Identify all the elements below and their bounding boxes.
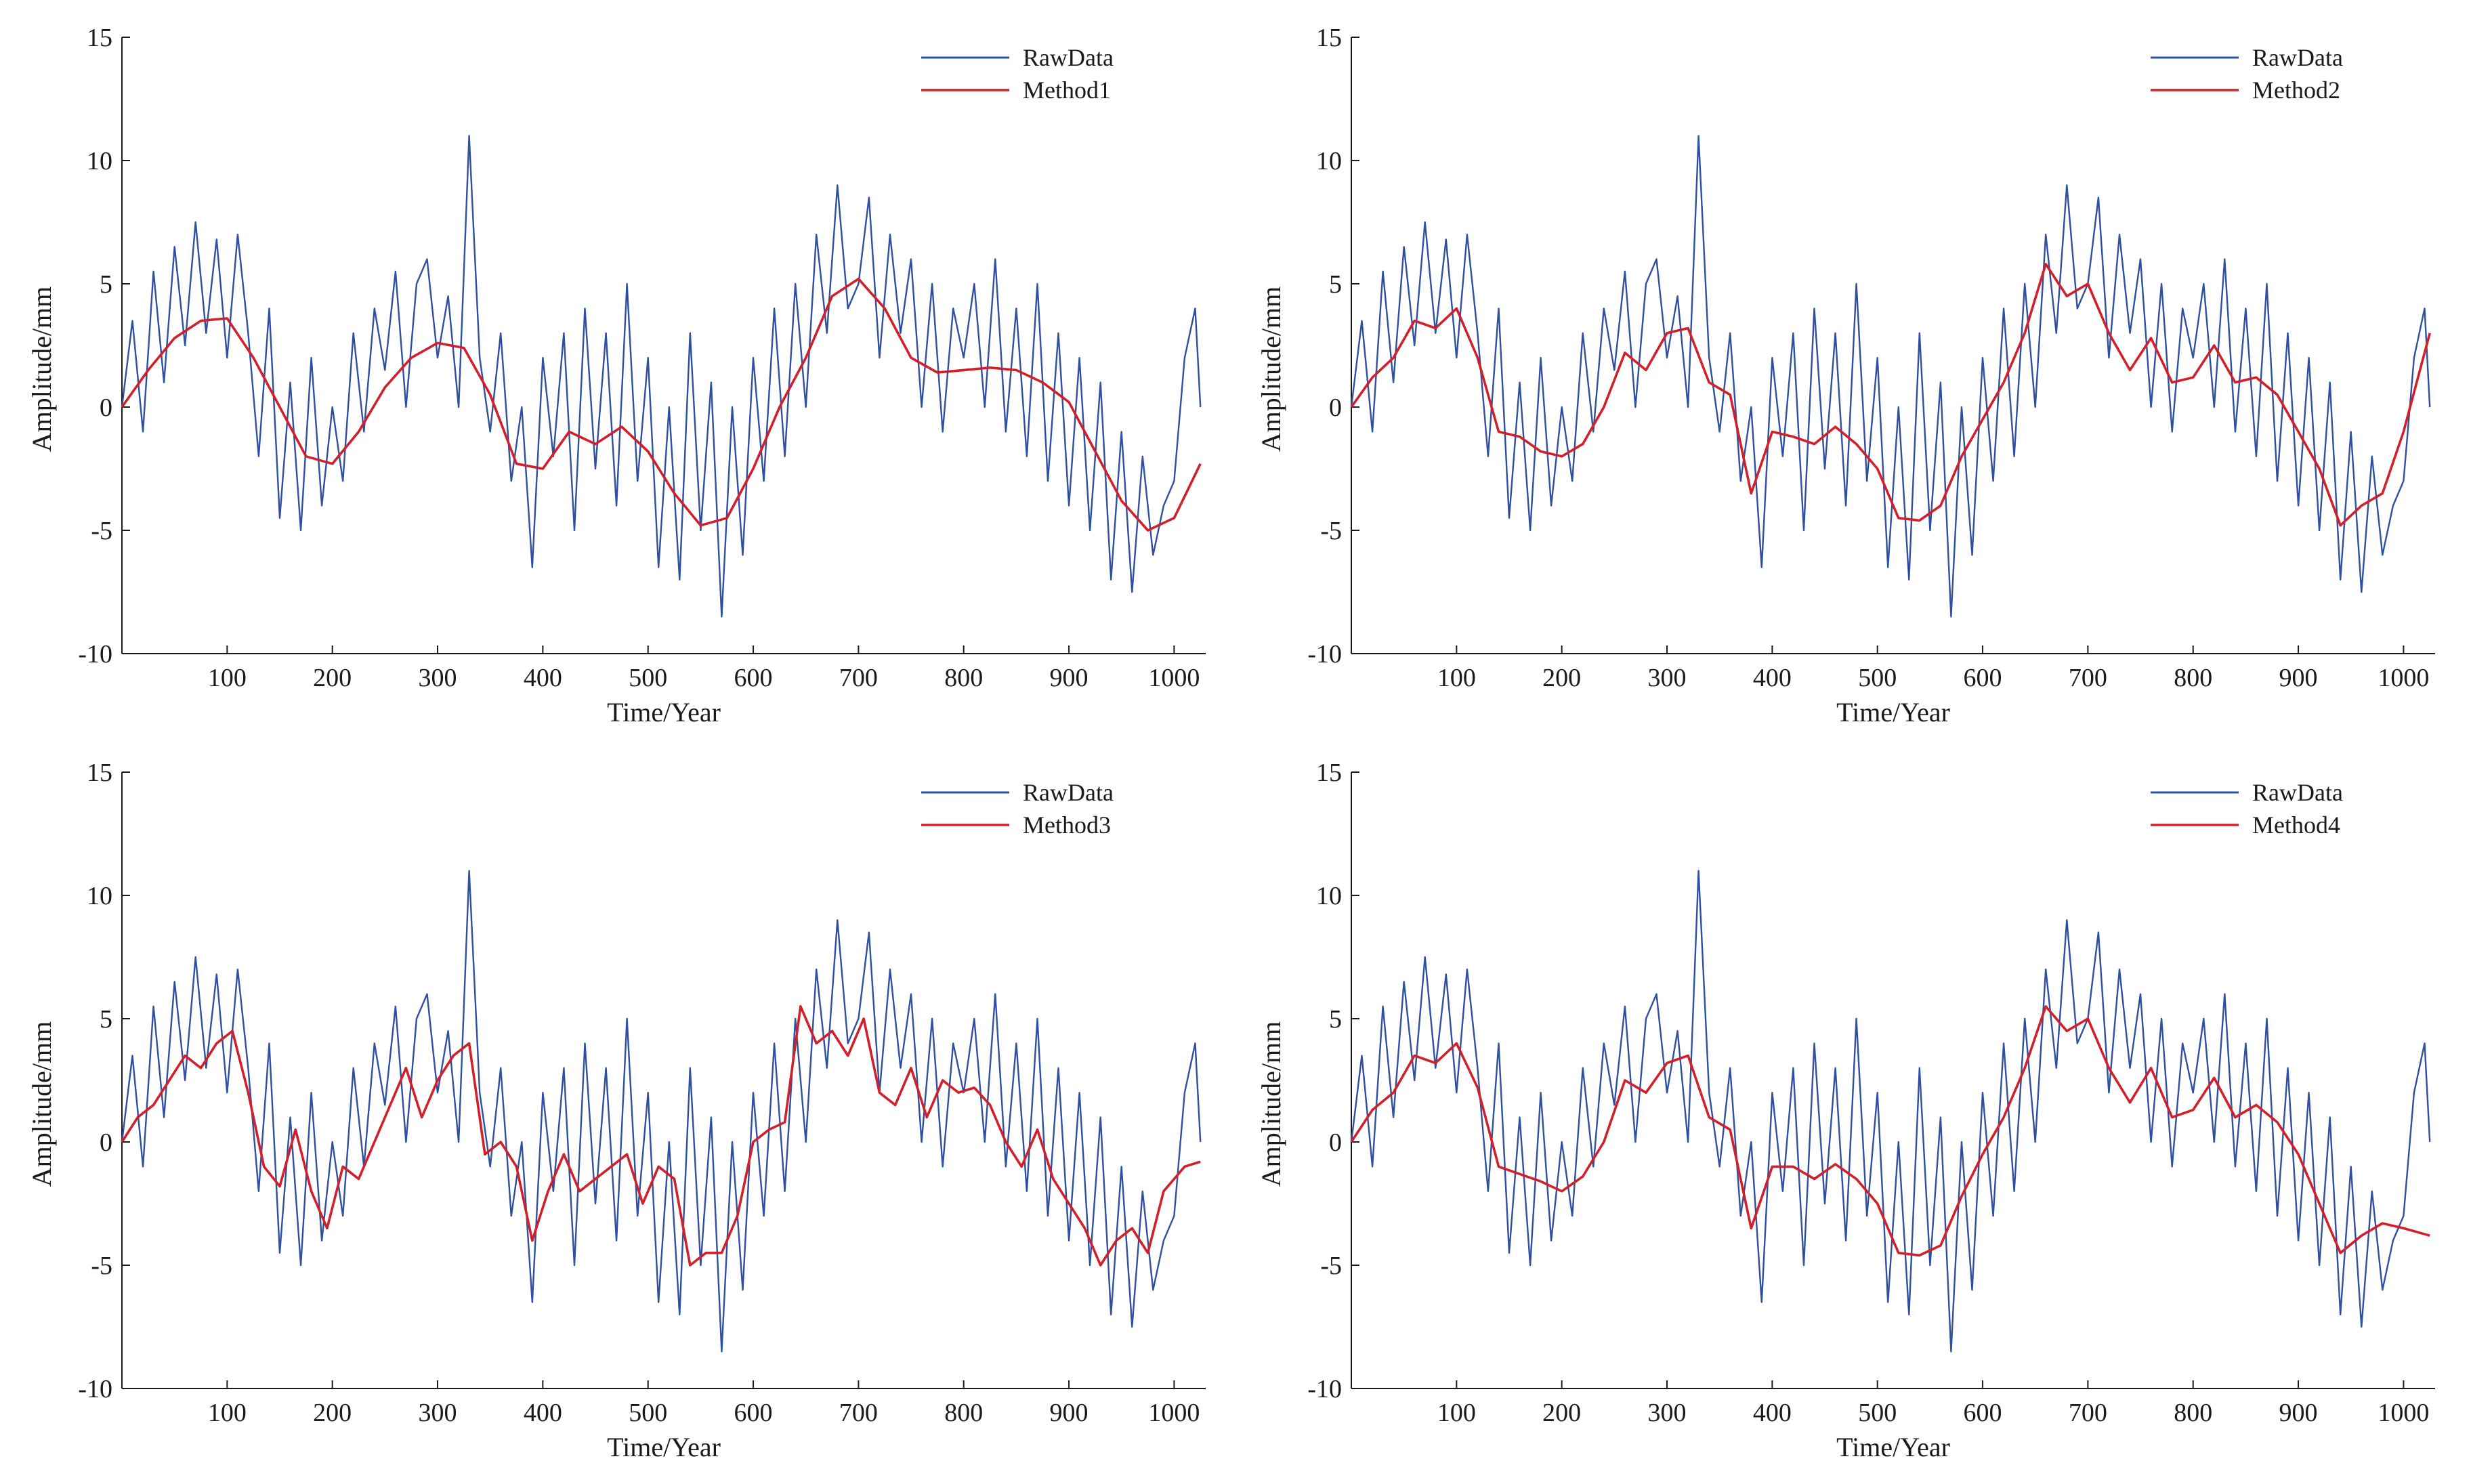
legend-label: Method4: [2252, 811, 2340, 839]
raw-data-line: [1350, 870, 2431, 1353]
x-tick-label: 100: [1437, 664, 1476, 692]
x-tick-label: 700: [2069, 664, 2107, 692]
y-tick-label: 15: [1316, 24, 1342, 52]
x-tick-label: 200: [1542, 664, 1581, 692]
method-line: [1350, 263, 2431, 527]
x-tick-label: 100: [208, 664, 247, 692]
x-tick-label: 200: [313, 664, 352, 692]
x-tick-label: 1000: [1148, 664, 1200, 692]
y-axis-label: Amplitude/mm: [1256, 1021, 1286, 1187]
y-tick-label: -5: [1320, 1252, 1342, 1280]
x-tick-label: 400: [1753, 1399, 1792, 1427]
x-tick-label: 500: [629, 1399, 667, 1427]
method-line: [121, 277, 1202, 532]
legend-label: RawData: [2252, 779, 2343, 806]
y-tick-label: -10: [1307, 1375, 1342, 1403]
y-axis-label: Amplitude/mm: [1256, 287, 1286, 452]
x-tick-label: 500: [629, 664, 667, 692]
raw-data-line: [121, 870, 1202, 1353]
x-tick-label: 1000: [1148, 1399, 1200, 1427]
y-tick-label: 15: [87, 24, 112, 52]
x-tick-label: 700: [839, 1399, 878, 1427]
y-tick-label: 5: [1329, 270, 1342, 299]
x-tick-label: 400: [524, 664, 562, 692]
x-tick-label: 900: [2279, 664, 2318, 692]
x-tick-label: 500: [1858, 664, 1897, 692]
y-tick-label: 0: [100, 394, 112, 422]
x-tick-label: 300: [419, 664, 457, 692]
y-tick-label: 0: [1329, 1128, 1342, 1157]
y-tick-label: -10: [1307, 640, 1342, 669]
x-tick-label: 800: [2174, 1399, 2212, 1427]
x-tick-label: 900: [1050, 664, 1089, 692]
x-tick-label: 600: [1964, 1399, 2002, 1427]
raw-data-line: [1350, 135, 2431, 618]
legend-label: Method2: [2252, 77, 2340, 104]
chart-1: -10 -5 0 5 10 15 100 200 300 400 500 600 700 800 900 10…: [26, 24, 1206, 727]
y-axis-label: Amplitude/mm: [26, 287, 57, 452]
x-tick-label: 800: [944, 1399, 983, 1427]
x-tick-label: 100: [208, 1399, 247, 1427]
x-tick-label: 500: [1858, 1399, 1897, 1427]
y-tick-label: -5: [1320, 517, 1342, 545]
x-tick-label: 600: [734, 664, 773, 692]
x-tick-label: 900: [2279, 1399, 2318, 1427]
method-line: [121, 1005, 1201, 1267]
raw-data-line: [121, 135, 1202, 618]
y-tick-label: -10: [78, 1375, 112, 1403]
x-tick-label: 700: [2069, 1399, 2107, 1427]
x-tick-label: 300: [419, 1399, 457, 1427]
x-tick-label: 1000: [2378, 1399, 2429, 1427]
x-tick-label: 800: [944, 664, 983, 692]
y-tick-label: -5: [91, 517, 112, 545]
legend-label: Method1: [1023, 77, 1111, 104]
x-tick-label: 700: [839, 664, 878, 692]
x-tick-label: 300: [1648, 1399, 1687, 1427]
y-tick-label: 10: [1316, 147, 1342, 175]
y-tick-label: 5: [1329, 1005, 1342, 1034]
x-tick-label: 200: [313, 1399, 352, 1427]
chart-3: -10 -5 0 5 10 15 100 200 300 400 500 600 700 800 900 10…: [26, 759, 1206, 1462]
y-tick-label: 10: [1316, 882, 1342, 910]
y-tick-label: 15: [1316, 759, 1342, 787]
y-tick-label: 0: [100, 1128, 112, 1157]
legend-label: Method3: [1023, 811, 1111, 839]
x-axis-label: Time/Year: [1836, 1432, 1950, 1462]
x-axis-label: Time/Year: [1836, 697, 1950, 727]
x-tick-label: 900: [1050, 1399, 1089, 1427]
x-tick-label: 800: [2174, 664, 2212, 692]
legend-label: RawData: [1023, 779, 1114, 806]
x-tick-label: 200: [1542, 1399, 1581, 1427]
x-tick-label: 400: [1753, 664, 1792, 692]
method-line: [1350, 1005, 2430, 1257]
chart-4: -10 -5 0 5 10 15 100 200 300 400 500 600 700 800 900 10…: [1256, 759, 2435, 1462]
x-axis-label: Time/Year: [607, 697, 721, 727]
y-axis-label: Amplitude/mm: [26, 1021, 57, 1187]
y-tick-label: -10: [78, 640, 112, 669]
y-tick-label: 0: [1329, 394, 1342, 422]
x-axis-label: Time/Year: [607, 1432, 721, 1462]
y-tick-label: 5: [100, 1005, 112, 1034]
y-tick-label: 10: [87, 147, 112, 175]
x-tick-label: 100: [1437, 1399, 1476, 1427]
x-tick-label: 600: [1964, 664, 2002, 692]
x-tick-label: 1000: [2378, 664, 2429, 692]
legend-label: RawData: [2252, 44, 2343, 71]
x-tick-label: 600: [734, 1399, 773, 1427]
legend-label: RawData: [1023, 44, 1114, 71]
chart-2: -10 -5 0 5 10 15 100 200 300 400 500 600 700 800 900 10…: [1256, 24, 2435, 727]
y-tick-label: 10: [87, 882, 112, 910]
y-tick-label: -5: [91, 1252, 112, 1280]
x-tick-label: 300: [1648, 664, 1687, 692]
y-tick-label: 15: [87, 759, 112, 787]
y-tick-label: 5: [100, 270, 112, 299]
x-tick-label: 400: [524, 1399, 562, 1427]
